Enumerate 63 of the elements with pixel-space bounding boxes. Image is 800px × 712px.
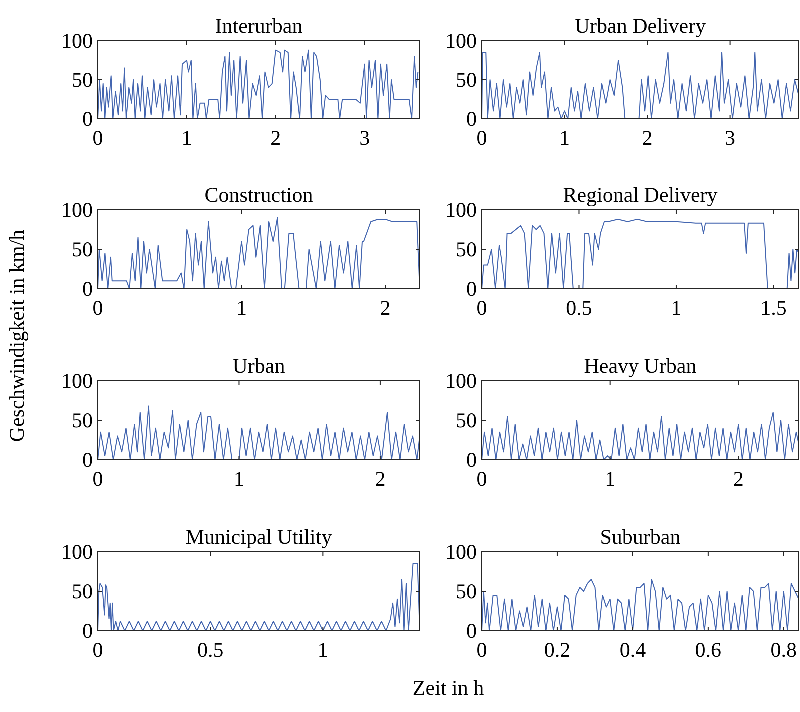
y-tick-label: 50 xyxy=(456,238,477,262)
x-tick-label: 0.4 xyxy=(620,638,647,662)
x-tick-label: 1 xyxy=(605,467,616,491)
y-tick-label: 50 xyxy=(72,408,93,432)
chart-title: Urban xyxy=(232,354,286,378)
y-tick-label: 0 xyxy=(466,277,477,301)
y-tick-label: 100 xyxy=(62,540,93,564)
x-tick-label: 1 xyxy=(182,126,192,150)
x-tick-label: 2 xyxy=(733,467,744,491)
line-series xyxy=(98,217,420,290)
line-series xyxy=(98,406,420,460)
y-tick-label: 0 xyxy=(82,277,93,301)
y-tick-label: 50 xyxy=(72,238,93,262)
x-tick-label: 0.8 xyxy=(770,638,798,662)
y-tick-label: 50 xyxy=(72,580,93,604)
y-tick-label: 0 xyxy=(466,619,477,643)
x-tick-label: 1.5 xyxy=(760,296,787,320)
y-tick-label: 100 xyxy=(62,198,93,222)
line-series xyxy=(482,218,799,290)
x-tick-label: 2 xyxy=(380,296,391,320)
y-tick-label: 100 xyxy=(62,369,93,393)
y-tick-label: 100 xyxy=(62,29,93,53)
y-tick-label: 100 xyxy=(446,369,477,393)
y-tick-label: 50 xyxy=(456,580,477,604)
x-tick-label: 0.5 xyxy=(197,638,224,662)
line-series xyxy=(98,50,419,120)
x-tick-label: 3 xyxy=(725,126,736,150)
x-tick-label: 1 xyxy=(318,638,328,662)
x-tick-label: 2 xyxy=(642,126,653,150)
x-tick-label: 1 xyxy=(671,296,682,320)
x-tick-label: 1 xyxy=(236,296,247,320)
y-tick-label: 100 xyxy=(446,198,477,222)
line-series xyxy=(482,52,799,120)
y-tick-label: 0 xyxy=(82,448,93,472)
line-series xyxy=(482,579,799,632)
y-tick-label: 100 xyxy=(446,29,477,53)
x-tick-label: 2 xyxy=(375,467,386,491)
y-tick-label: 0 xyxy=(466,448,477,472)
chart-title: Municipal Utility xyxy=(186,525,333,549)
chart-title: Regional Delivery xyxy=(563,183,718,207)
x-tick-label: 0.2 xyxy=(544,638,571,662)
chart-title: Suburban xyxy=(600,525,682,549)
x-tick-label: 1 xyxy=(560,126,570,150)
x-axis-title: Zeit in h xyxy=(412,676,485,700)
x-tick-label: 3 xyxy=(360,126,370,150)
line-series xyxy=(98,563,420,632)
y-tick-label: 50 xyxy=(72,68,93,92)
chart-title: Urban Delivery xyxy=(574,14,707,38)
x-tick-label: 0.6 xyxy=(695,638,722,662)
x-tick-label: 0.5 xyxy=(566,296,592,320)
y-axis-title: Geschwindigkeit in km/h xyxy=(5,229,29,442)
line-series xyxy=(482,412,799,460)
y-tick-label: 100 xyxy=(446,540,477,564)
chart-title: Construction xyxy=(204,183,314,207)
x-tick-label: 1 xyxy=(234,467,244,491)
y-tick-label: 50 xyxy=(456,68,477,92)
x-tick-label: 2 xyxy=(270,126,282,150)
chart-title: Interurban xyxy=(215,14,304,38)
chart-title: Heavy Urban xyxy=(584,354,698,378)
y-tick-label: 0 xyxy=(466,107,477,131)
y-tick-label: 0 xyxy=(82,107,93,131)
y-tick-label: 50 xyxy=(456,408,477,432)
y-tick-label: 0 xyxy=(82,619,93,643)
